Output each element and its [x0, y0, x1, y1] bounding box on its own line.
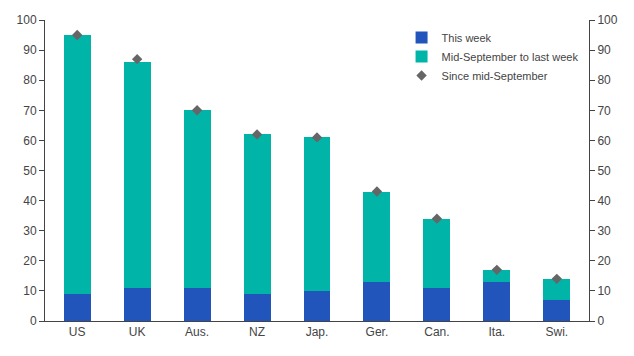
- svg-text:60: 60: [597, 134, 611, 148]
- svg-text:UK: UK: [129, 325, 146, 339]
- svg-text:10: 10: [23, 284, 37, 298]
- svg-text:80: 80: [597, 73, 611, 87]
- svg-text:0: 0: [597, 314, 604, 328]
- svg-text:70: 70: [597, 104, 611, 118]
- svg-text:Since mid-September: Since mid-September: [442, 70, 548, 82]
- svg-text:100: 100: [17, 13, 37, 27]
- svg-text:90: 90: [23, 43, 37, 57]
- svg-text:Mid-September to last week: Mid-September to last week: [442, 51, 579, 63]
- svg-text:60: 60: [23, 134, 37, 148]
- svg-text:Swi.: Swi.: [545, 325, 568, 339]
- svg-text:0: 0: [30, 314, 37, 328]
- svg-text:90: 90: [597, 43, 611, 57]
- svg-text:Aus.: Aus.: [185, 325, 209, 339]
- svg-text:70: 70: [23, 104, 37, 118]
- svg-text:Can.: Can.: [424, 325, 449, 339]
- svg-text:80: 80: [23, 73, 37, 87]
- svg-text:20: 20: [597, 254, 611, 268]
- svg-text:100: 100: [597, 13, 617, 27]
- svg-text:US: US: [69, 325, 86, 339]
- svg-text:50: 50: [597, 164, 611, 178]
- svg-text:Ita.: Ita.: [489, 325, 506, 339]
- svg-text:Jap.: Jap.: [306, 325, 329, 339]
- svg-text:30: 30: [23, 224, 37, 238]
- svg-text:30: 30: [597, 224, 611, 238]
- svg-text:10: 10: [597, 284, 611, 298]
- svg-text:50: 50: [23, 164, 37, 178]
- svg-text:This week: This week: [442, 32, 492, 44]
- svg-text:40: 40: [23, 194, 37, 208]
- svg-text:Ger.: Ger.: [366, 325, 389, 339]
- svg-text:NZ: NZ: [249, 325, 265, 339]
- svg-text:20: 20: [23, 254, 37, 268]
- svg-text:40: 40: [597, 194, 611, 208]
